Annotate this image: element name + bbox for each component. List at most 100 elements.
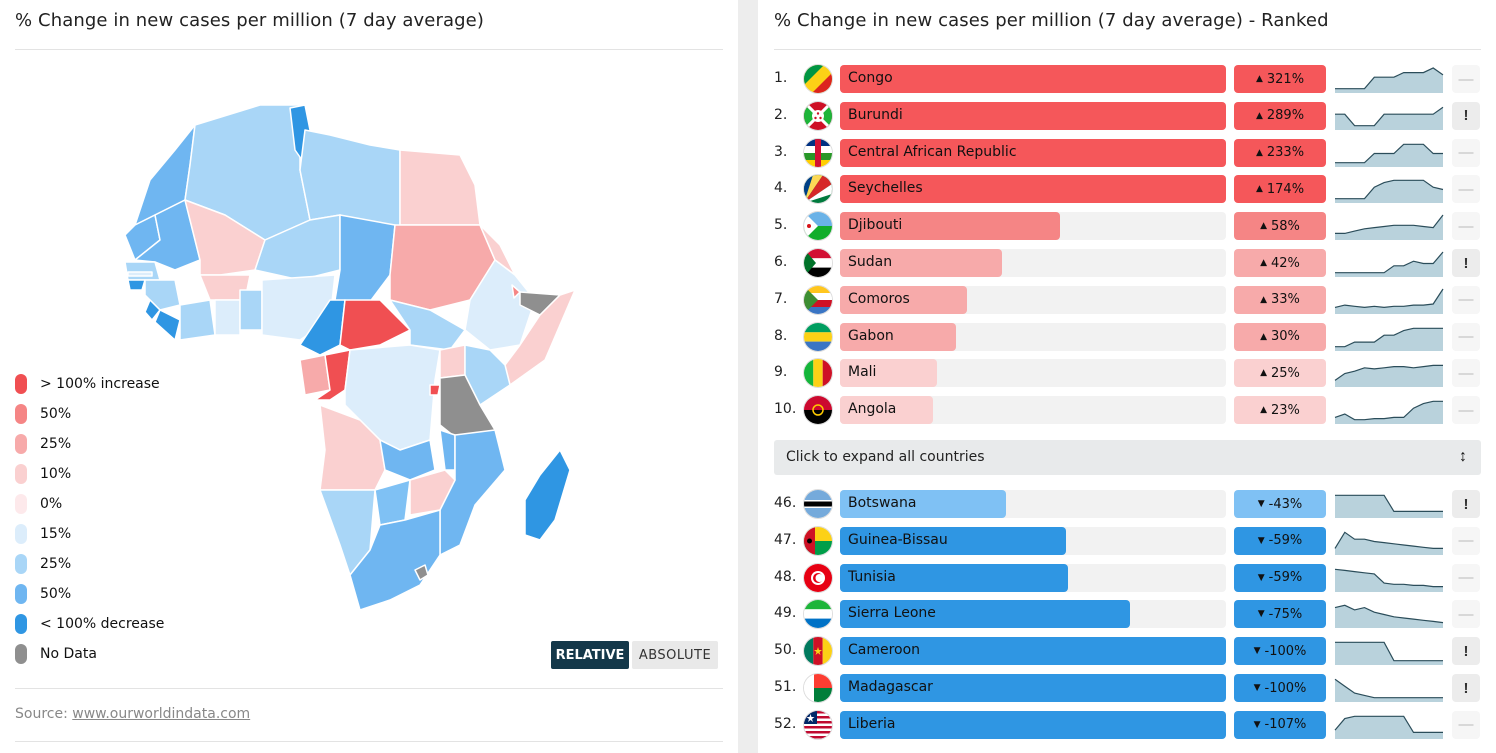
region-senegal <box>124 261 161 281</box>
change-bar-fill <box>840 710 1226 739</box>
legend-swatch <box>15 464 27 484</box>
change-value: -107% <box>1264 717 1307 733</box>
sparkline-area <box>1335 107 1443 130</box>
change-badge: ▲ 33% <box>1234 285 1326 314</box>
legend-item[interactable]: 15% <box>15 523 71 545</box>
region-togo-benin <box>239 289 263 331</box>
ranked-row[interactable]: 2. Burundi ▲ 289%! <box>758 101 1496 131</box>
region-car <box>339 299 411 351</box>
legend-item[interactable]: 50% <box>15 583 71 605</box>
absolute-toggle-button[interactable]: ABSOLUTE <box>632 641 718 669</box>
sparkline-area <box>1335 365 1443 388</box>
region-ivory-coast <box>179 299 216 341</box>
change-value: -75% <box>1268 606 1303 622</box>
ranked-row[interactable]: 1. Congo ▲ 321% — <box>758 64 1496 94</box>
legend-item[interactable]: 10% <box>15 463 71 485</box>
change-bar: Central African Republic <box>840 138 1226 167</box>
legend-label: > 100% increase <box>40 376 160 392</box>
region-mali <box>184 199 266 276</box>
trend-sparkline <box>1334 288 1444 314</box>
arrow-down-icon: ▼ <box>1253 646 1261 657</box>
flag-angola-icon <box>804 396 832 425</box>
ranked-row[interactable]: 51. Madagascar ▼ -100%! <box>758 673 1496 703</box>
ranked-row[interactable]: 46. Botswana ▼ -43%! <box>758 489 1496 519</box>
change-bar: Botswana <box>840 490 1226 518</box>
region-liberia <box>154 309 181 341</box>
country-name: Sudan <box>848 254 893 270</box>
legend-item[interactable]: > 100% increase <box>15 373 160 395</box>
bottom-divider <box>15 741 723 742</box>
change-badge: ▼ -107% <box>1234 710 1326 739</box>
flag-sudan-icon <box>804 249 832 277</box>
legend-item[interactable]: 25% <box>15 553 71 575</box>
change-value: 42% <box>1271 255 1300 271</box>
africa-map[interactable] <box>0 55 738 655</box>
flag-mali-icon <box>804 359 832 388</box>
ranked-row[interactable]: 47. Guinea-Bissau ▼ -59% — <box>758 526 1496 556</box>
arrow-down-icon: ▼ <box>1257 609 1265 620</box>
change-badge: ▲ 25% <box>1234 359 1326 388</box>
change-badge: ▲ 42% <box>1234 249 1326 277</box>
change-value: -59% <box>1268 533 1303 549</box>
legend-swatch <box>15 644 27 664</box>
sparkline-area <box>1335 679 1443 702</box>
flag-madagascar-icon <box>804 674 832 702</box>
country-name: Sierra Leone <box>848 605 936 622</box>
relative-toggle-button[interactable]: RELATIVE <box>551 641 629 669</box>
country-name: Comoros <box>848 290 910 307</box>
ranked-row[interactable]: 9. Mali ▲ 25% — <box>758 358 1496 388</box>
sparkline-line <box>1335 251 1444 274</box>
sparkline-area <box>1335 605 1443 629</box>
rank-number: 50. <box>774 642 797 659</box>
rank-number: 4. <box>774 180 788 197</box>
change-bar: Mali <box>840 359 1226 388</box>
trend-sparkline <box>1335 143 1443 167</box>
ranked-row[interactable]: 4. Seychelles ▲ 174% — <box>758 174 1496 204</box>
rank-number: 6. <box>774 254 788 270</box>
alert-icon[interactable]: ! <box>1452 249 1480 277</box>
ranked-row[interactable]: 6. Sudan ▲ 42%! <box>758 248 1496 278</box>
legend-item[interactable]: No Data <box>15 643 97 665</box>
rank-number: 46. <box>774 495 797 511</box>
dash-icon: — <box>1452 138 1480 167</box>
sparkline-line <box>1335 143 1443 163</box>
rank-number: 1. <box>774 70 788 86</box>
ranked-row[interactable]: 3. Central African Republic ▲ 233% — <box>758 138 1496 168</box>
ranked-row[interactable]: 10. Angola ▲ 23% — <box>758 395 1496 425</box>
change-value: 174% <box>1266 181 1305 197</box>
legend-item[interactable]: 0% <box>15 493 62 515</box>
region-madagascar <box>524 449 571 541</box>
legend-item[interactable]: 25% <box>15 433 71 455</box>
region-ghana <box>214 299 241 336</box>
ranked-row[interactable]: 49. Sierra Leone ▼ -75% — <box>758 599 1496 629</box>
legend-label: 50% <box>40 586 72 602</box>
alert-icon[interactable]: ! <box>1452 674 1480 702</box>
ranked-row[interactable]: 7. Comoros ▲ 33% — <box>758 285 1496 315</box>
dash-icon: — <box>1452 212 1480 241</box>
change-bar-fill <box>840 490 1006 518</box>
ranked-row[interactable]: 5. Djibouti ▲ 58% — <box>758 211 1496 241</box>
ranked-row[interactable]: 50. Cameroon ▼ -100%! <box>758 636 1496 666</box>
expand-label: Click to expand all countries <box>786 449 985 465</box>
expand-all-button[interactable]: Click to expand all countries ↕ <box>774 440 1481 475</box>
ranked-row[interactable]: 52. Liberia ▼ -107% — <box>758 710 1496 740</box>
sparkline-line <box>1335 494 1443 512</box>
arrow-up-icon: ▲ <box>1260 405 1267 416</box>
flag-seychelles-icon <box>804 175 832 204</box>
arrow-down-icon: ▼ <box>1257 535 1265 546</box>
country-name: Djibouti <box>848 217 903 234</box>
change-badge: ▲ 23% <box>1234 396 1326 425</box>
change-value: 289% <box>1266 108 1305 124</box>
alert-icon[interactable]: ! <box>1452 490 1480 518</box>
source-link[interactable]: www.ourworldindata.com <box>72 706 251 722</box>
legend-item[interactable]: 50% <box>15 403 71 425</box>
alert-icon[interactable]: ! <box>1452 101 1480 130</box>
legend-item[interactable]: < 100% decrease <box>15 613 164 635</box>
trend-sparkline <box>1334 531 1443 555</box>
ranked-row[interactable]: 8. Gabon ▲ 30% — <box>758 322 1496 352</box>
alert-icon[interactable]: ! <box>1452 637 1480 666</box>
country-name: Liberia <box>848 715 896 732</box>
legend-label: 0% <box>40 496 63 512</box>
sparkline-area <box>1335 401 1443 425</box>
ranked-row[interactable]: 48. Tunisia ▼ -59% — <box>758 563 1496 593</box>
